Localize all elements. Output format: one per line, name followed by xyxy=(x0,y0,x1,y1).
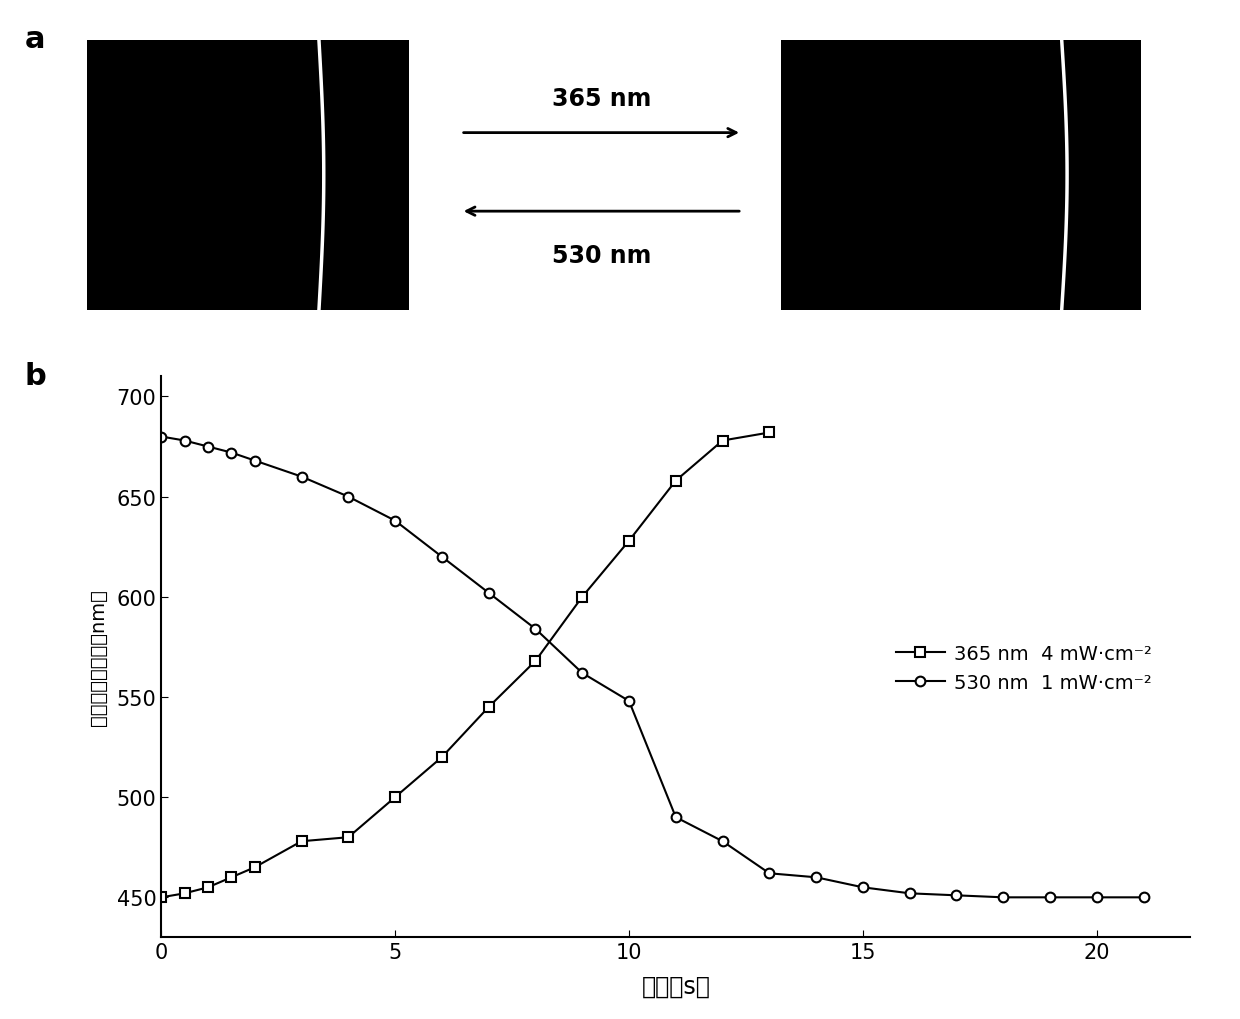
530 nm  1 mW·cm⁻² xyxy=(949,890,963,902)
530 nm  1 mW·cm⁻² xyxy=(575,667,590,680)
X-axis label: 时间（s）: 时间（s） xyxy=(641,973,711,998)
530 nm  1 mW·cm⁻² xyxy=(996,892,1011,904)
365 nm  4 mW·cm⁻² xyxy=(761,427,776,439)
365 nm  4 mW·cm⁻² xyxy=(341,832,356,844)
365 nm  4 mW·cm⁻² xyxy=(434,751,449,763)
365 nm  4 mW·cm⁻² xyxy=(224,871,239,883)
365 nm  4 mW·cm⁻² xyxy=(621,535,636,547)
530 nm  1 mW·cm⁻² xyxy=(903,888,918,900)
Text: 530 nm: 530 nm xyxy=(552,244,651,268)
365 nm  4 mW·cm⁻² xyxy=(294,836,309,848)
365 nm  4 mW·cm⁻² xyxy=(715,435,730,447)
365 nm  4 mW·cm⁻² xyxy=(177,888,192,900)
530 nm  1 mW·cm⁻² xyxy=(1136,892,1151,904)
530 nm  1 mW·cm⁻² xyxy=(224,447,239,460)
Text: 365 nm: 365 nm xyxy=(552,87,651,111)
Line: 365 nm  4 mW·cm⁻²: 365 nm 4 mW·cm⁻² xyxy=(156,428,774,902)
365 nm  4 mW·cm⁻² xyxy=(575,591,590,603)
Legend: 365 nm  4 mW·cm⁻², 530 nm  1 mW·cm⁻²: 365 nm 4 mW·cm⁻², 530 nm 1 mW·cm⁻² xyxy=(888,637,1161,700)
530 nm  1 mW·cm⁻² xyxy=(154,431,169,443)
530 nm  1 mW·cm⁻² xyxy=(528,623,543,636)
530 nm  1 mW·cm⁻² xyxy=(761,867,776,879)
530 nm  1 mW·cm⁻² xyxy=(201,441,216,453)
365 nm  4 mW·cm⁻² xyxy=(481,701,496,713)
Y-axis label: 反射端中心波长（nm）: 反射端中心波长（nm） xyxy=(89,589,108,726)
365 nm  4 mW·cm⁻² xyxy=(247,861,262,873)
530 nm  1 mW·cm⁻² xyxy=(247,454,262,467)
365 nm  4 mW·cm⁻² xyxy=(528,655,543,667)
530 nm  1 mW·cm⁻² xyxy=(621,695,636,707)
530 nm  1 mW·cm⁻² xyxy=(715,836,730,848)
530 nm  1 mW·cm⁻² xyxy=(388,515,403,527)
530 nm  1 mW·cm⁻² xyxy=(856,881,870,894)
530 nm  1 mW·cm⁻² xyxy=(434,551,449,564)
530 nm  1 mW·cm⁻² xyxy=(341,491,356,503)
365 nm  4 mW·cm⁻² xyxy=(668,475,683,487)
365 nm  4 mW·cm⁻² xyxy=(201,881,216,894)
Line: 530 nm  1 mW·cm⁻²: 530 nm 1 mW·cm⁻² xyxy=(156,432,1148,902)
Text: b: b xyxy=(25,362,47,390)
365 nm  4 mW·cm⁻² xyxy=(388,791,403,803)
365 nm  4 mW·cm⁻² xyxy=(154,892,169,904)
530 nm  1 mW·cm⁻² xyxy=(1090,892,1105,904)
530 nm  1 mW·cm⁻² xyxy=(1043,892,1058,904)
530 nm  1 mW·cm⁻² xyxy=(808,871,823,883)
Text: a: a xyxy=(25,25,46,54)
530 nm  1 mW·cm⁻² xyxy=(481,587,496,599)
530 nm  1 mW·cm⁻² xyxy=(294,471,309,483)
530 nm  1 mW·cm⁻² xyxy=(177,435,192,447)
530 nm  1 mW·cm⁻² xyxy=(668,811,683,823)
